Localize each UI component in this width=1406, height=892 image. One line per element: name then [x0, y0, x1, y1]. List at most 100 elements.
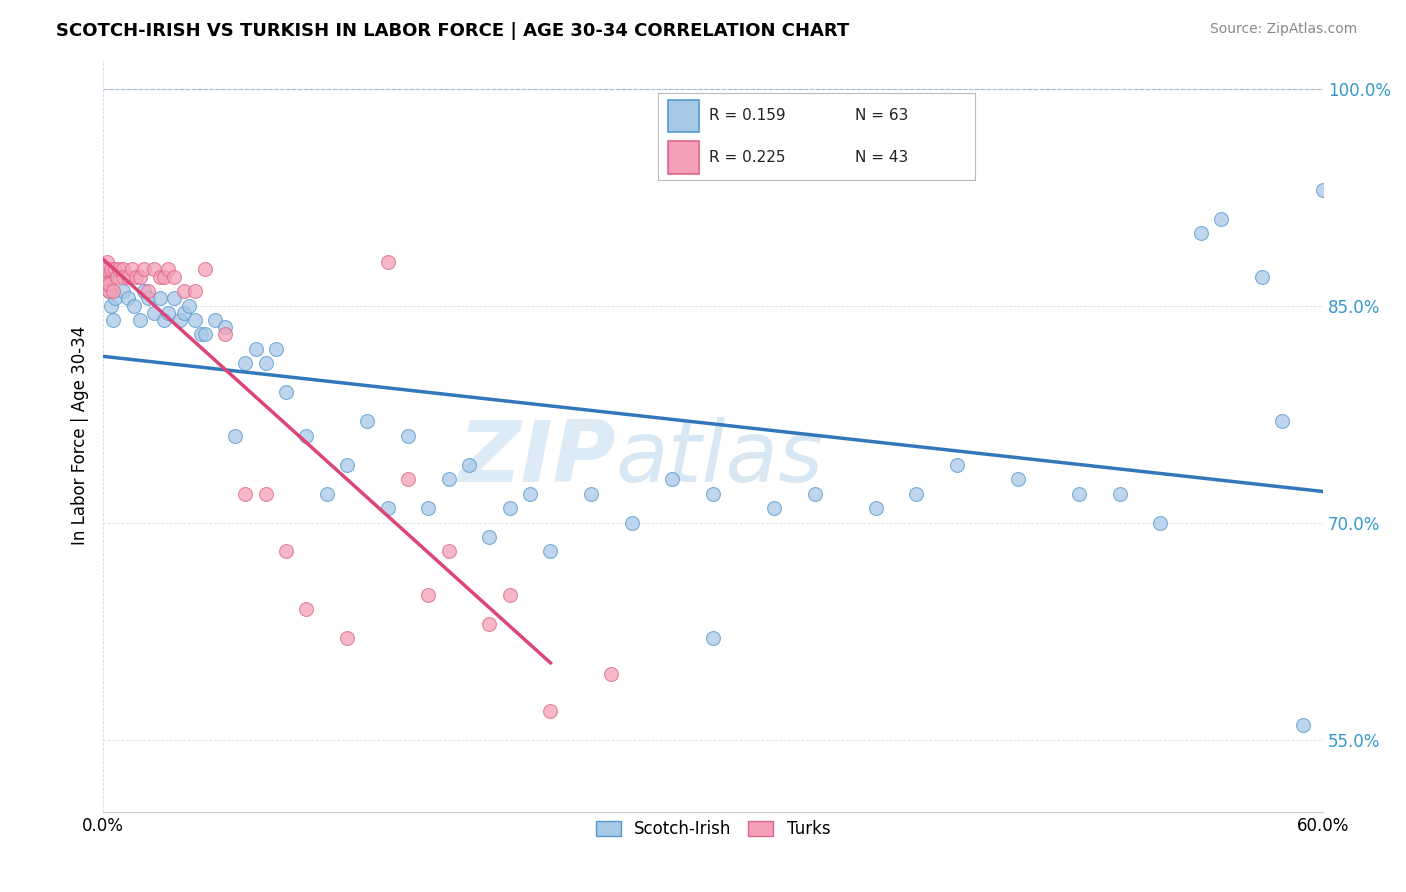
Point — [315, 486, 337, 500]
Text: Source: ZipAtlas.com: Source: ZipAtlas.com — [1209, 22, 1357, 37]
Point — [377, 501, 399, 516]
Point — [173, 306, 195, 320]
Point — [276, 385, 298, 400]
Point — [98, 284, 121, 298]
Point — [620, 516, 643, 530]
Point — [540, 704, 562, 718]
Point — [121, 262, 143, 277]
Point — [104, 262, 127, 277]
Point — [1292, 718, 1315, 732]
Point — [157, 262, 180, 277]
Point — [103, 313, 125, 327]
Point — [117, 291, 139, 305]
Point — [183, 284, 205, 298]
Point — [112, 269, 135, 284]
Point — [458, 458, 481, 472]
Point — [1211, 211, 1233, 226]
Point — [105, 269, 128, 284]
Point — [153, 269, 176, 284]
Point — [396, 472, 419, 486]
Point — [254, 356, 277, 370]
Point — [132, 284, 155, 298]
Point — [96, 255, 118, 269]
Point — [122, 299, 145, 313]
Point — [214, 327, 236, 342]
Point — [169, 313, 191, 327]
Point — [377, 255, 399, 269]
Point — [702, 486, 724, 500]
Point — [418, 501, 440, 516]
Point — [143, 306, 166, 320]
Point — [1007, 472, 1029, 486]
Point — [98, 284, 121, 298]
Point — [1189, 226, 1212, 240]
Point — [136, 284, 159, 298]
Text: SCOTCH-IRISH VS TURKISH IN LABOR FORCE | AGE 30-34 CORRELATION CHART: SCOTCH-IRISH VS TURKISH IN LABOR FORCE |… — [56, 22, 849, 40]
Point — [224, 428, 246, 442]
Point — [103, 284, 125, 298]
Point — [1271, 414, 1294, 428]
Point — [478, 616, 501, 631]
Point — [117, 269, 139, 284]
Point — [1312, 183, 1334, 197]
Point — [177, 299, 200, 313]
Point — [1069, 486, 1091, 500]
Point — [96, 262, 118, 277]
Point — [295, 428, 318, 442]
Point — [194, 262, 217, 277]
Point — [91, 277, 114, 291]
Point — [661, 472, 683, 486]
Point — [418, 588, 440, 602]
Point — [98, 277, 121, 291]
Point — [276, 544, 298, 558]
Point — [356, 414, 378, 428]
Point — [104, 291, 127, 305]
Point — [235, 486, 257, 500]
Point — [1108, 486, 1130, 500]
Point — [804, 486, 827, 500]
Text: ZIP: ZIP — [458, 417, 616, 500]
Text: atlas: atlas — [616, 417, 824, 500]
Point — [112, 284, 135, 298]
Point — [94, 277, 117, 291]
Point — [136, 291, 159, 305]
Point — [245, 342, 267, 356]
Point — [336, 458, 359, 472]
Point — [149, 269, 172, 284]
Point — [478, 530, 501, 544]
Point — [183, 313, 205, 327]
Point — [153, 313, 176, 327]
Point — [437, 472, 460, 486]
Point — [91, 269, 114, 284]
Point — [94, 269, 117, 284]
Point — [124, 269, 146, 284]
Point — [100, 299, 122, 313]
Point — [235, 356, 257, 370]
Point — [204, 313, 226, 327]
Point — [254, 486, 277, 500]
Point — [100, 262, 122, 277]
Point — [132, 262, 155, 277]
Point — [190, 327, 212, 342]
Point — [336, 632, 359, 646]
Legend: Scotch-Irish, Turks: Scotch-Irish, Turks — [589, 814, 837, 845]
Point — [946, 458, 969, 472]
Point — [264, 342, 287, 356]
Point — [1251, 269, 1274, 284]
Point — [143, 262, 166, 277]
Point — [702, 632, 724, 646]
Point — [396, 428, 419, 442]
Point — [163, 291, 186, 305]
Point — [128, 269, 150, 284]
Point — [540, 544, 562, 558]
Point — [163, 269, 186, 284]
Point — [519, 486, 541, 500]
Point — [108, 262, 131, 277]
Point — [173, 284, 195, 298]
Point — [194, 327, 217, 342]
Point — [579, 486, 602, 500]
Point — [499, 588, 522, 602]
Point — [214, 320, 236, 334]
Y-axis label: In Labor Force | Age 30-34: In Labor Force | Age 30-34 — [72, 326, 89, 545]
Point — [865, 501, 887, 516]
